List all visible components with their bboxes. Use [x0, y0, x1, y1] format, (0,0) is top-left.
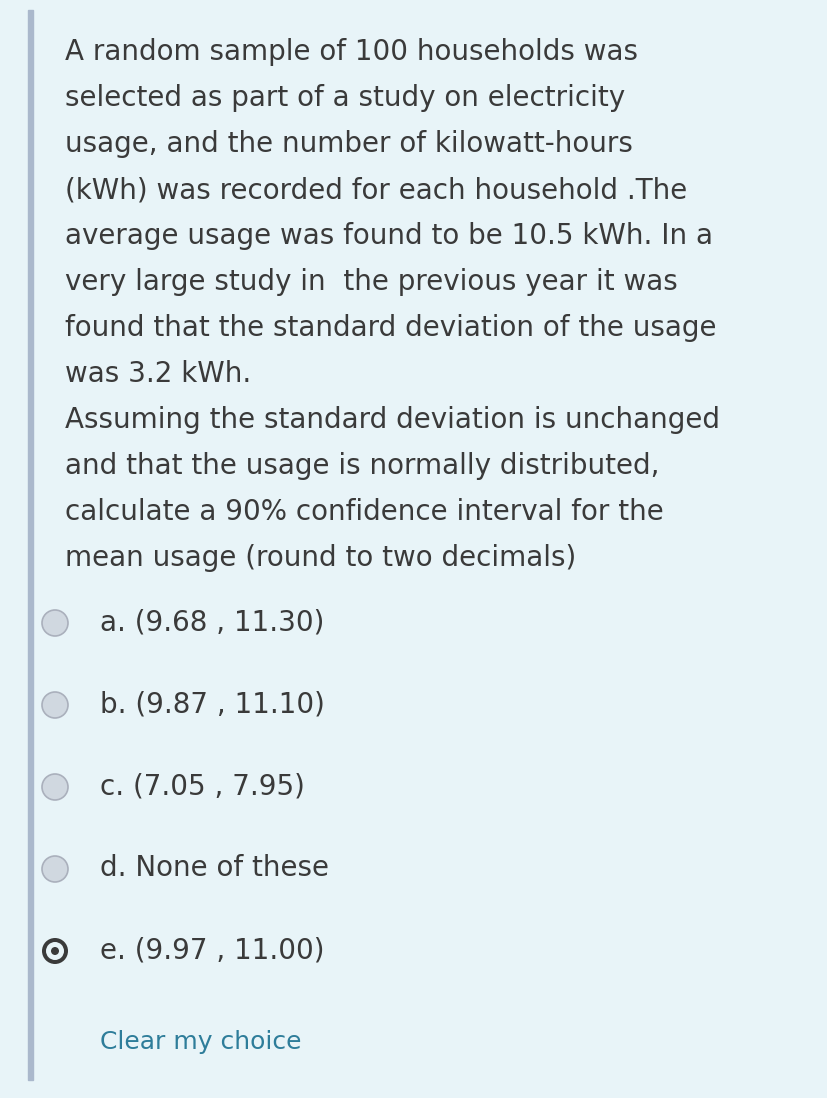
Circle shape [42, 938, 68, 964]
Text: and that the usage is normally distributed,: and that the usage is normally distribut… [65, 452, 658, 480]
Text: very large study in  the previous year it was: very large study in the previous year it… [65, 268, 677, 296]
Text: (kWh) was recorded for each household .The: (kWh) was recorded for each household .T… [65, 176, 686, 204]
Text: usage, and the number of kilowatt-hours: usage, and the number of kilowatt-hours [65, 130, 632, 158]
Text: Clear my choice: Clear my choice [100, 1030, 301, 1054]
Text: b. (9.87 , 11.10): b. (9.87 , 11.10) [100, 690, 324, 718]
Circle shape [42, 692, 68, 718]
Text: calculate a 90% confidence interval for the: calculate a 90% confidence interval for … [65, 498, 663, 526]
Text: selected as part of a study on electricity: selected as part of a study on electrici… [65, 85, 624, 112]
Text: e. (9.97 , 11.00): e. (9.97 , 11.00) [100, 935, 324, 964]
Text: a. (9.68 , 11.30): a. (9.68 , 11.30) [100, 608, 324, 636]
Circle shape [51, 946, 59, 955]
Bar [28, 10, 33, 1080]
Text: A random sample of 100 households was: A random sample of 100 households was [65, 38, 638, 66]
Text: c. (7.05 , 7.95): c. (7.05 , 7.95) [100, 772, 304, 800]
Text: was 3.2 kWh.: was 3.2 kWh. [65, 360, 251, 388]
Text: mean usage (round to two decimals): mean usage (round to two decimals) [65, 544, 576, 572]
Circle shape [42, 774, 68, 800]
Circle shape [42, 856, 68, 882]
Text: d. None of these: d. None of these [100, 854, 328, 882]
Circle shape [46, 942, 64, 960]
Text: found that the standard deviation of the usage: found that the standard deviation of the… [65, 314, 715, 341]
Circle shape [42, 610, 68, 636]
Text: average usage was found to be 10.5 kWh. In a: average usage was found to be 10.5 kWh. … [65, 222, 712, 250]
Text: Assuming the standard deviation is unchanged: Assuming the standard deviation is uncha… [65, 406, 719, 434]
